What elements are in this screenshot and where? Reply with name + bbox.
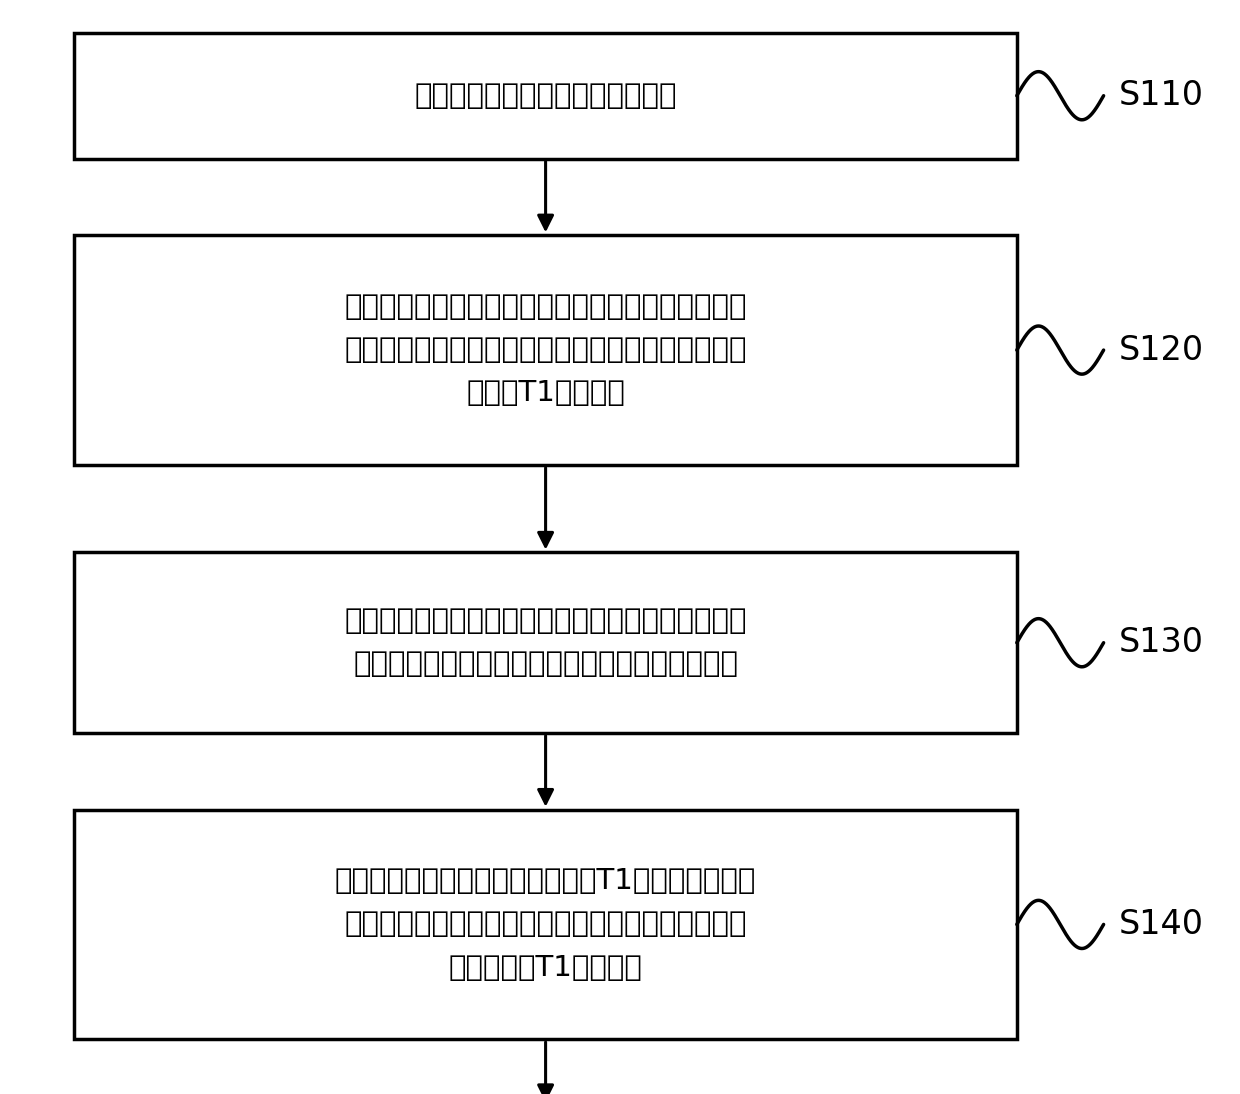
FancyBboxPatch shape	[74, 552, 1017, 733]
Text: S130: S130	[1118, 626, 1204, 660]
Text: S120: S120	[1118, 334, 1204, 366]
FancyBboxPatch shape	[74, 235, 1017, 465]
Text: 利用所述参考图像对所述多层混叠T1加权图像进行层
间解混叠和相位敏感的反转恢复重建，得到所述心脏
各层的目标T1加权图像: 利用所述参考图像对所述多层混叠T1加权图像进行层 间解混叠和相位敏感的反转恢复重…	[335, 868, 756, 981]
Text: 在第二心动周期中的所述设定心脏运动期相内，利用
预设翻转角激发的所述预设成像序列采集参考图像: 在第二心动周期中的所述设定心脏运动期相内，利用 预设翻转角激发的所述预设成像序列…	[345, 607, 746, 678]
Text: S110: S110	[1118, 79, 1204, 113]
Text: S140: S140	[1118, 908, 1204, 941]
FancyBboxPatch shape	[74, 33, 1017, 159]
FancyBboxPatch shape	[74, 810, 1017, 1039]
Text: 对被检测对象施加非层选反转脉冲: 对被检测对象施加非层选反转脉冲	[414, 82, 677, 109]
Text: 在第一心动周期中的设定心脏运动期相内，利用预设
成像序列同时激发心脏的多层，并采集所述心脏的多
层混叠T1加权图像: 在第一心动周期中的设定心脏运动期相内，利用预设 成像序列同时激发心脏的多层，并采…	[345, 293, 746, 407]
